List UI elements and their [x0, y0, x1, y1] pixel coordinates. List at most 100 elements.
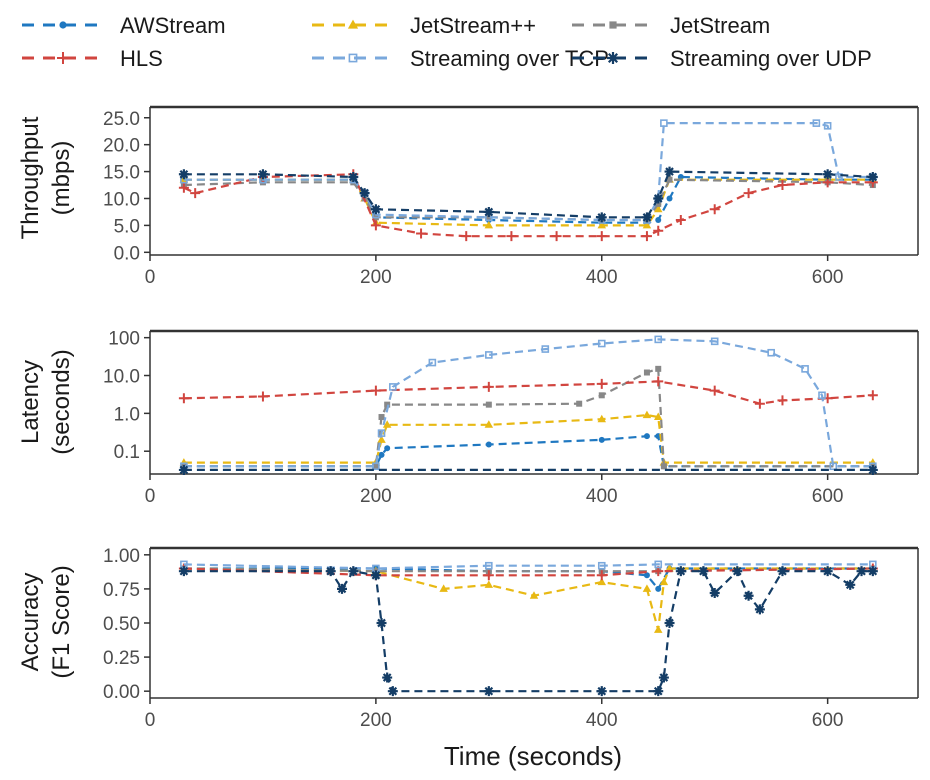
data-point — [777, 395, 788, 406]
data-point — [641, 212, 652, 223]
data-point — [698, 566, 709, 577]
legend-key-marker — [59, 21, 67, 29]
data-point — [596, 231, 607, 242]
data-point — [710, 337, 719, 346]
data-point — [178, 464, 189, 475]
x-tick-label: 400 — [586, 486, 618, 507]
series-line — [183, 435, 873, 468]
data-point — [643, 369, 650, 376]
data-point — [867, 566, 878, 577]
data-point — [428, 358, 437, 367]
data-point — [384, 401, 391, 408]
x-tick-label: 600 — [812, 486, 844, 507]
legend-key — [572, 21, 654, 29]
data-point — [597, 339, 606, 348]
data-point — [551, 231, 562, 242]
y-tick-label: 10.0 — [103, 367, 140, 388]
x-tick-label: 400 — [586, 710, 618, 731]
data-point — [461, 231, 472, 242]
y-tick-label: 0.1 — [114, 442, 140, 463]
data-point — [598, 392, 605, 399]
data-point — [257, 391, 268, 402]
data-point — [654, 335, 663, 344]
data-point — [743, 590, 754, 601]
data-point — [732, 566, 743, 577]
data-point — [777, 566, 788, 577]
accuracy-panel: 0 200 400 600 0.00 0.25 0.50 0.75 1.00 Accuracy (F… — [17, 546, 919, 731]
y-tick-label: 1.0 — [114, 404, 140, 425]
data-point — [598, 436, 605, 443]
data-point — [484, 420, 494, 428]
data-point — [653, 225, 664, 236]
data-point — [596, 212, 607, 223]
data-point — [484, 220, 494, 229]
data-point — [190, 188, 201, 199]
x-tick-label: 600 — [812, 710, 844, 731]
y-tick-label: 0.25 — [103, 648, 140, 669]
data-point — [754, 398, 765, 409]
legend-key-marker — [347, 19, 359, 29]
data-point — [653, 686, 664, 697]
data-point — [483, 381, 494, 392]
data-point — [483, 206, 494, 217]
data-point — [659, 577, 669, 586]
legend-key-marker — [57, 52, 69, 64]
data-point — [655, 365, 662, 372]
y-tick-label: 0.0 — [114, 243, 140, 264]
data-point — [867, 390, 878, 401]
data-point — [596, 570, 607, 581]
data-point — [643, 433, 650, 440]
series-line — [183, 173, 873, 238]
data-point — [655, 585, 662, 592]
data-point — [867, 464, 878, 475]
x-tick-label: 200 — [360, 710, 392, 731]
series-streaming-over-udp — [178, 166, 878, 223]
data-point — [416, 228, 427, 239]
data-point — [485, 214, 492, 221]
y-axis-label: Throughput (mbps) — [17, 116, 75, 239]
x-tick-label: 0 — [145, 486, 156, 507]
legend-key — [312, 19, 394, 29]
legend-key — [22, 52, 104, 64]
data-point — [485, 401, 492, 408]
legend: AWStream JetStream++ JetStream HLS Streaming… — [22, 13, 872, 71]
data-point — [754, 604, 765, 615]
y-axis-label-line: (mbps) — [48, 141, 75, 216]
plot-area — [150, 107, 918, 255]
data-point — [485, 441, 492, 448]
data-point — [653, 193, 664, 204]
data-point — [835, 173, 843, 181]
data-point — [597, 414, 607, 423]
y-tick-label: 100 — [108, 329, 140, 350]
y-tick-label: 15.0 — [103, 163, 140, 184]
x-tick-label: 0 — [145, 710, 156, 731]
data-point — [483, 686, 494, 697]
data-point — [597, 561, 606, 570]
data-point — [439, 584, 448, 592]
y-tick-label: 0.50 — [103, 614, 140, 635]
latency-panel: 0 200 400 600 0.1 1.0 10.0 100 Latency (seconds) — [17, 329, 919, 507]
y-axis-label-line: Latency — [17, 360, 44, 444]
data-point — [596, 686, 607, 697]
x-tick-label: 600 — [812, 267, 844, 288]
y-axis-label-line: Throughput — [17, 116, 44, 239]
data-point — [777, 180, 788, 191]
data-point — [660, 119, 668, 127]
y-axis-label: Accuracy (F1 Score) — [17, 565, 75, 678]
data-point — [596, 378, 607, 389]
x-tick-label: 0 — [145, 267, 156, 288]
data-point — [812, 119, 821, 127]
data-point — [484, 580, 494, 588]
data-point — [664, 618, 675, 628]
series-hls — [178, 376, 878, 409]
y-tick-label: 5.0 — [114, 216, 140, 237]
y-axis-label-line: (F1 Score) — [48, 565, 75, 678]
data-point — [382, 672, 393, 683]
series-line — [183, 414, 873, 464]
series-line — [183, 570, 873, 693]
data-point — [655, 217, 662, 224]
data-point — [576, 400, 583, 407]
data-point — [529, 591, 539, 599]
data-point — [178, 566, 189, 577]
